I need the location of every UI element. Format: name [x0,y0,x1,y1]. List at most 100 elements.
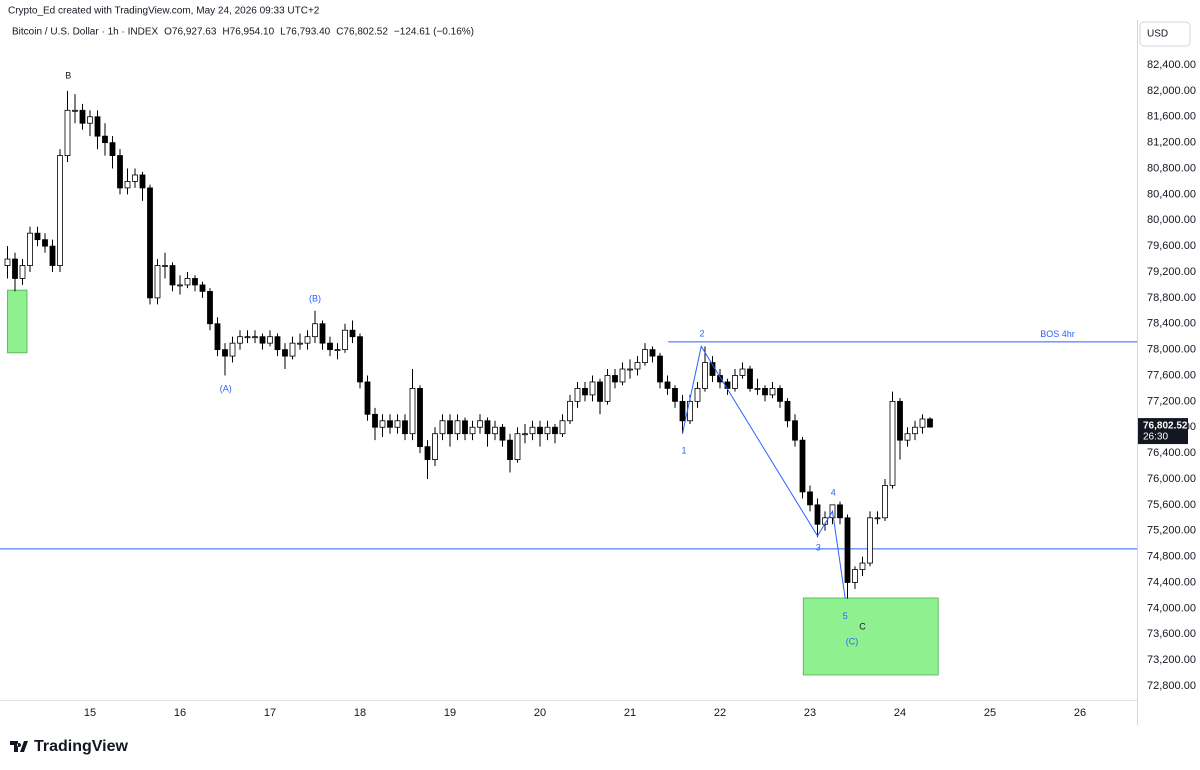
candle-body [522,433,528,436]
candle-body [582,388,588,396]
candle-body [64,109,71,156]
candle-body [94,116,101,137]
x-tick-label: 21 [624,707,636,719]
y-tick-label: 73,600.00 [1147,628,1196,640]
candle-body [192,278,198,286]
candle-body [372,413,378,428]
candle-body [754,388,761,390]
candle-body [837,504,843,519]
candle-body [327,342,333,351]
candle-body [462,420,468,435]
candle-body [447,420,453,435]
candle-body [102,135,108,144]
candle-body [132,174,138,182]
candle-body [19,265,26,279]
y-tick-label: 73,200.00 [1147,654,1196,666]
candle-body [912,426,918,435]
candle-body [27,232,33,266]
candle-body [147,187,153,299]
candle-body [274,336,281,351]
ohlc-value: −124.61 (−0.16%) [394,27,474,38]
candle-body [259,336,266,344]
candle-body [927,418,933,428]
candle-body [807,491,813,506]
candle-body [199,284,206,292]
y-tick-label: 82,400.00 [1147,59,1196,71]
ohlc-value: H76,954.10 [222,27,274,38]
candle-body [814,504,821,525]
candle-body [732,375,738,389]
candle-body [619,368,626,383]
y-tick-label: 72,800.00 [1147,680,1196,692]
ohlc-value: L76,793.40 [280,27,330,38]
candle-body [477,420,483,428]
currency[interactable]: USD [1147,29,1168,40]
annotation: BOS 4hr [1040,329,1075,339]
symbol-title: Bitcoin / U.S. Dollar · 1h · INDEX [12,27,158,38]
candle-body [454,420,461,435]
y-tick-label: 80,000.00 [1147,214,1196,226]
candle-body [244,336,251,339]
candle-body [214,323,221,351]
y-tick-label: 74,000.00 [1147,602,1196,614]
candle-body [409,388,416,435]
candle-body [874,517,881,520]
candle-body [289,342,296,357]
y-tick-label: 80,800.00 [1147,162,1196,174]
candle-body [567,400,573,422]
candle-body [424,446,431,460]
candle-body [387,420,393,428]
y-tick-label: 82,000.00 [1147,85,1196,97]
candle-body [124,181,131,189]
annotation: (B) [309,294,321,304]
candle-body [694,388,701,402]
candle-body [657,355,663,383]
candle-body [364,381,371,415]
annotation: 3 [816,543,821,553]
candle-body [484,420,491,435]
y-tick-label: 78,000.00 [1147,344,1196,356]
candle-body [664,381,671,389]
candle-body [109,142,116,156]
candle-body [169,265,176,286]
x-tick-label: 18 [354,707,366,719]
y-tick-label: 74,800.00 [1147,551,1196,563]
annotation: 1 [681,446,686,456]
candle-body [237,336,243,344]
candle-body [679,400,686,422]
candle-body [529,426,536,435]
candle-body [402,420,408,435]
candle-body [739,368,746,376]
zone-box [802,597,939,676]
y-tick-label: 80,400.00 [1147,188,1196,200]
candle-body [717,375,723,383]
candle-body [649,349,656,357]
y-tick-label: 79,600.00 [1147,240,1196,252]
candle-body [229,342,236,357]
candle-body [574,388,581,402]
candle-body [469,426,476,435]
candle-body [844,517,851,583]
candle-body [207,291,213,325]
candle-body [184,278,191,286]
y-tick-label: 77,600.00 [1147,369,1196,381]
currency-box[interactable] [1139,21,1191,47]
candle-body [492,426,498,435]
candle-body [379,420,386,428]
candle-body [919,418,926,428]
candle-body [642,349,648,363]
candle-body [597,381,603,402]
candle-body [252,336,258,339]
candle-body [499,426,506,441]
candle-body [349,329,356,338]
annotation: (A) [220,383,232,393]
last-price-box [1138,418,1188,445]
candle-body [559,420,566,435]
ohlc-value: C76,802.52 [336,27,388,38]
annotation: C [859,621,866,631]
candle-body [904,433,911,441]
candle-body [852,569,858,583]
candle-body [4,258,11,266]
candle-body [687,400,693,422]
